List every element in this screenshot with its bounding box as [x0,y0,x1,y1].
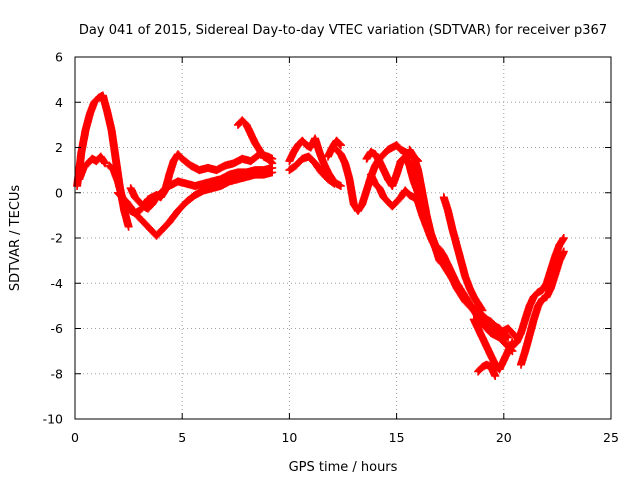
y-tick-label: -6 [51,321,64,336]
x-axis-label: GPS time / hours [289,460,398,475]
y-tick-label: -10 [43,412,63,427]
series-track [75,152,109,184]
data-point-marks [285,152,339,188]
data-point-marks [233,116,277,168]
series-track [324,136,345,161]
y-tick-label: 6 [55,50,63,65]
ticks [74,56,612,420]
data-points [73,91,568,380]
y-tick-label: -4 [51,276,64,291]
x-tick-labels: 0 5 10 15 20 25 [71,430,619,445]
series-track [474,360,500,380]
data-point-marks [113,168,277,240]
x-tick-label: 0 [71,430,79,445]
series-track [285,152,339,188]
series-track [113,168,277,240]
data-point-marks [405,145,517,356]
data-point-marks [75,152,109,184]
data-point-marks [126,163,277,213]
x-tick-label: 10 [281,430,297,445]
series-track [517,247,568,369]
x-tick-label: 15 [389,430,405,445]
data-point-marks [486,320,521,342]
y-tick-label: 4 [55,95,63,110]
data-point-marks [439,193,487,315]
series-track [233,116,277,168]
x-tick-label: 5 [178,430,186,445]
series-track [439,193,487,315]
data-point-marks [508,234,568,351]
grid [75,57,611,419]
data-point-marks [324,136,345,161]
data-point-marks [474,360,500,380]
y-axis-label: SDTVAR / TECUs [8,185,23,292]
data-point-marks [469,315,517,374]
chart-title: Day 041 of 2015, Sidereal Day-to-day VTE… [79,23,607,38]
y-tick-label: -8 [51,366,64,381]
data-point-marks [517,247,568,369]
y-tick-label: 0 [55,185,63,200]
x-tick-label: 25 [603,430,619,445]
y-tick-labels: -10 -8 -6 -4 -2 0 2 4 6 [43,50,63,427]
series-track [405,145,517,356]
x-tick-label: 20 [496,430,512,445]
y-tick-label: 2 [55,140,63,155]
series-track [486,320,521,342]
y-tick-label: -2 [51,231,63,246]
series-track [126,163,277,213]
series-track [469,315,517,374]
series-track [508,234,568,351]
